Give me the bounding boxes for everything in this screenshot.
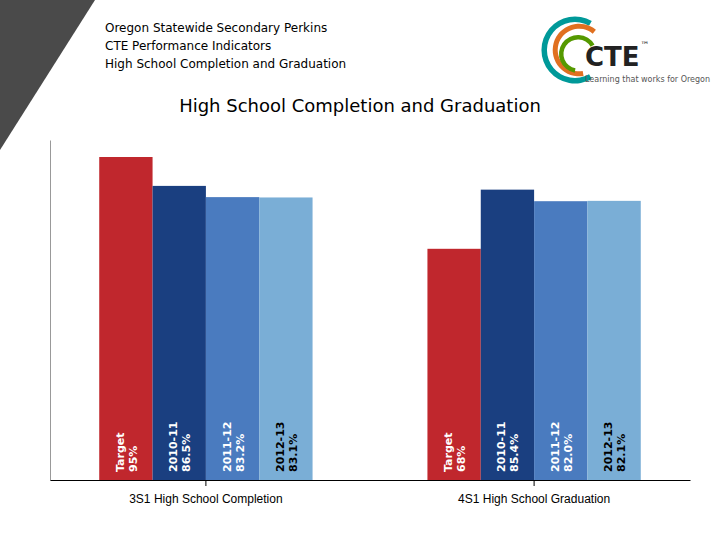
data-label: 2010-1185.4%: [495, 422, 521, 473]
x-tick-label: 4S1 High School Graduation: [458, 492, 610, 506]
x-tick-label: 3S1 High School Completion: [129, 492, 282, 506]
data-label: Target68%: [442, 432, 468, 472]
data-label: 2011-1283.2%: [221, 422, 247, 473]
data-label-group: Target95%: [114, 432, 140, 472]
data-label-name: 2010-11: [495, 422, 508, 473]
data-label-name: 2011-12: [549, 422, 562, 473]
x-tick: 4S1 High School Graduation: [458, 480, 610, 506]
bar: [259, 197, 312, 480]
logo-mark: ™: [641, 40, 650, 50]
data-label: 2012-1382.1%: [602, 422, 628, 473]
data-labels: Target95%Target68%2010-1186.5%2010-1185.…: [114, 422, 628, 473]
bar: [99, 157, 152, 480]
x-axis-line: [51, 480, 691, 481]
data-label-value: 82.1%: [615, 434, 628, 472]
data-label: 2010-1186.5%: [167, 422, 193, 473]
data-label-name: 2010-11: [167, 422, 180, 473]
data-label: Target95%: [114, 432, 140, 472]
x-tick-mark: [534, 480, 535, 486]
bar: [206, 197, 259, 480]
data-label-group: 2010-1186.5%: [167, 422, 193, 473]
data-label-group: 2012-1383.1%: [274, 422, 300, 473]
chart: Oregon Statewide Secondary Perkins CTE Pe…: [0, 0, 720, 540]
data-label: 2012-1383.1%: [274, 422, 300, 473]
bar: [427, 249, 480, 480]
header-text: High School Completion and Graduation: [105, 57, 346, 71]
logo-tagline: Learning that works for Oregon: [585, 75, 710, 84]
bars: [99, 157, 641, 480]
data-label-value: 86.5%: [180, 434, 193, 472]
data-label: 2011-1282.0%: [549, 422, 575, 473]
data-label-name: 2011-12: [221, 422, 234, 473]
header-text: CTE Performance Indicators: [105, 39, 271, 53]
bar: [153, 186, 206, 480]
data-label-value: 95%: [127, 446, 140, 472]
data-label-group: 2010-1185.4%: [495, 422, 521, 473]
x-tick-mark: [205, 480, 206, 486]
data-label-group: Target68%: [442, 432, 468, 472]
data-label-value: 68%: [455, 446, 468, 472]
data-label-value: 85.4%: [508, 434, 521, 472]
data-label-group: 2011-1283.2%: [221, 422, 247, 473]
data-label-name: 2012-13: [274, 422, 287, 473]
logo-text: CTE: [585, 42, 640, 72]
data-label-group: 2012-1382.1%: [602, 422, 628, 473]
y-axis-line: [50, 141, 51, 481]
y-axis: [50, 141, 51, 481]
x-tick: 3S1 High School Completion: [129, 480, 282, 506]
data-label-name: Target: [114, 432, 127, 472]
data-label-name: Target: [442, 432, 455, 472]
data-label-value: 82.0%: [562, 434, 575, 472]
bar: [481, 190, 534, 480]
header-text: Oregon Statewide Secondary Perkins: [105, 21, 327, 35]
bar: [534, 201, 587, 480]
plot: Target95%Target68%2010-1186.5%2010-1185.…: [51, 141, 691, 507]
data-label-value: 83.1%: [287, 434, 300, 472]
x-axis: 3S1 High School Completion 4S1 High Schoo…: [51, 480, 691, 506]
data-label-name: 2012-13: [602, 422, 615, 473]
bar: [587, 201, 640, 480]
data-label-value: 83.2%: [234, 434, 247, 472]
title: High School Completion and Graduation: [179, 95, 541, 116]
corner-triangle: [0, 0, 95, 150]
data-label-group: 2011-1282.0%: [549, 422, 575, 473]
